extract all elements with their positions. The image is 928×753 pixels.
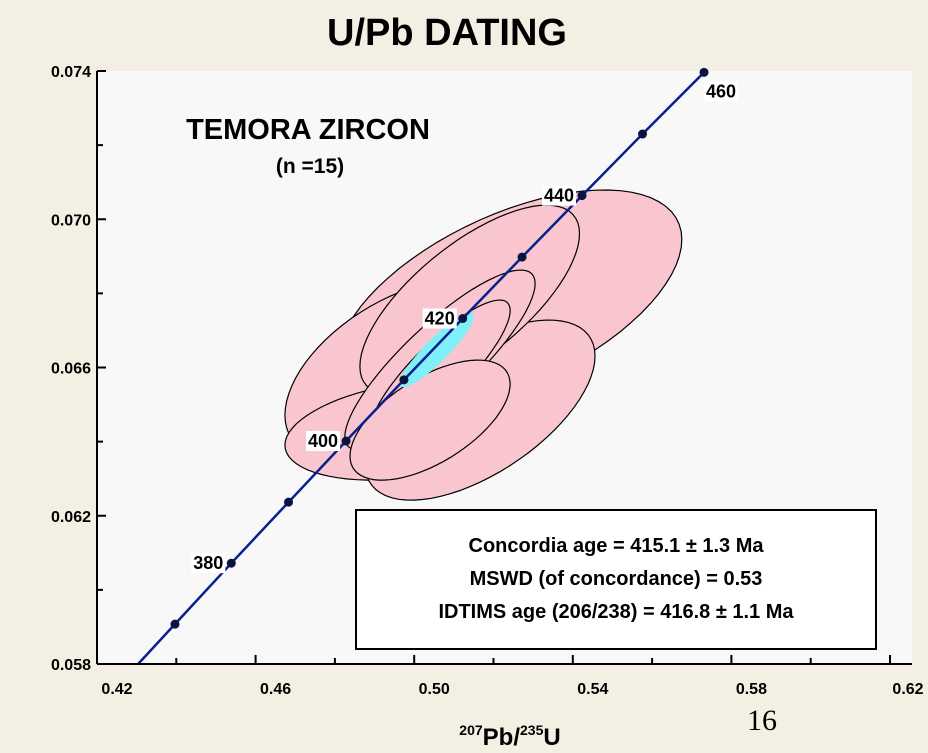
page-number: 16 bbox=[747, 704, 777, 737]
age-marker bbox=[699, 67, 709, 77]
annotation: MSWD (of concordance) = 0.53 bbox=[470, 568, 763, 590]
age-marker bbox=[577, 191, 587, 201]
x-tick-label: 0.46 bbox=[260, 681, 291, 698]
age-marker bbox=[341, 436, 351, 446]
age-marker bbox=[170, 619, 180, 629]
age-label-bg bbox=[541, 185, 576, 206]
x-tick-label: 0.42 bbox=[101, 681, 132, 698]
x-label-part: U bbox=[543, 724, 560, 751]
plot-title: TEMORA ZIRCON bbox=[186, 114, 430, 146]
annotation-box bbox=[355, 509, 877, 650]
y-tick-label: 0.070 bbox=[51, 212, 91, 229]
chart-title: U/Pb DATING bbox=[327, 12, 567, 54]
age-marker bbox=[399, 375, 409, 385]
y-tick-label: 0.074 bbox=[51, 64, 91, 81]
plot: 380 400 420 440 460 bbox=[137, 67, 739, 665]
x-axis-label: 207Pb/235U bbox=[459, 722, 560, 751]
x-tick-label: 0.50 bbox=[419, 681, 450, 698]
age-label: 400 bbox=[308, 431, 338, 451]
age-label: 380 bbox=[193, 553, 223, 573]
age-label-bg bbox=[305, 431, 341, 452]
y-tick-label: 0.058 bbox=[51, 657, 91, 674]
age-label-bg bbox=[191, 553, 226, 574]
age-label: 460 bbox=[706, 81, 736, 101]
age-label-bg bbox=[704, 81, 739, 102]
y-tick-label: 0.062 bbox=[51, 509, 91, 526]
x-tick-label: 0.62 bbox=[892, 681, 923, 698]
annotation: IDTIMS age (206/238) = 416.8 ± 1.1 Ma bbox=[438, 601, 794, 623]
x-tick-label: 0.54 bbox=[577, 681, 608, 698]
concordia-curve bbox=[137, 70, 707, 665]
age-label-bg bbox=[422, 308, 457, 329]
age-label: 420 bbox=[425, 309, 455, 329]
x-label-part: 235 bbox=[520, 722, 544, 738]
age-marker bbox=[284, 497, 294, 507]
x-tick-label: 0.58 bbox=[736, 681, 767, 698]
x-label-part: 207 bbox=[459, 722, 483, 738]
plot-subtitle: (n =15) bbox=[276, 155, 344, 178]
y-tick-label: 0.066 bbox=[51, 361, 91, 378]
age-marker bbox=[517, 252, 527, 262]
x-label-part: Pb/ bbox=[483, 724, 521, 751]
annotation: Concordia age = 415.1 ± 1.3 Ma bbox=[469, 535, 765, 557]
error-ellipse bbox=[349, 359, 511, 481]
age-marker bbox=[638, 129, 648, 139]
age-label: 440 bbox=[544, 186, 574, 206]
age-marker bbox=[226, 558, 236, 568]
mean-ellipse bbox=[399, 313, 474, 388]
age-marker bbox=[458, 314, 468, 324]
